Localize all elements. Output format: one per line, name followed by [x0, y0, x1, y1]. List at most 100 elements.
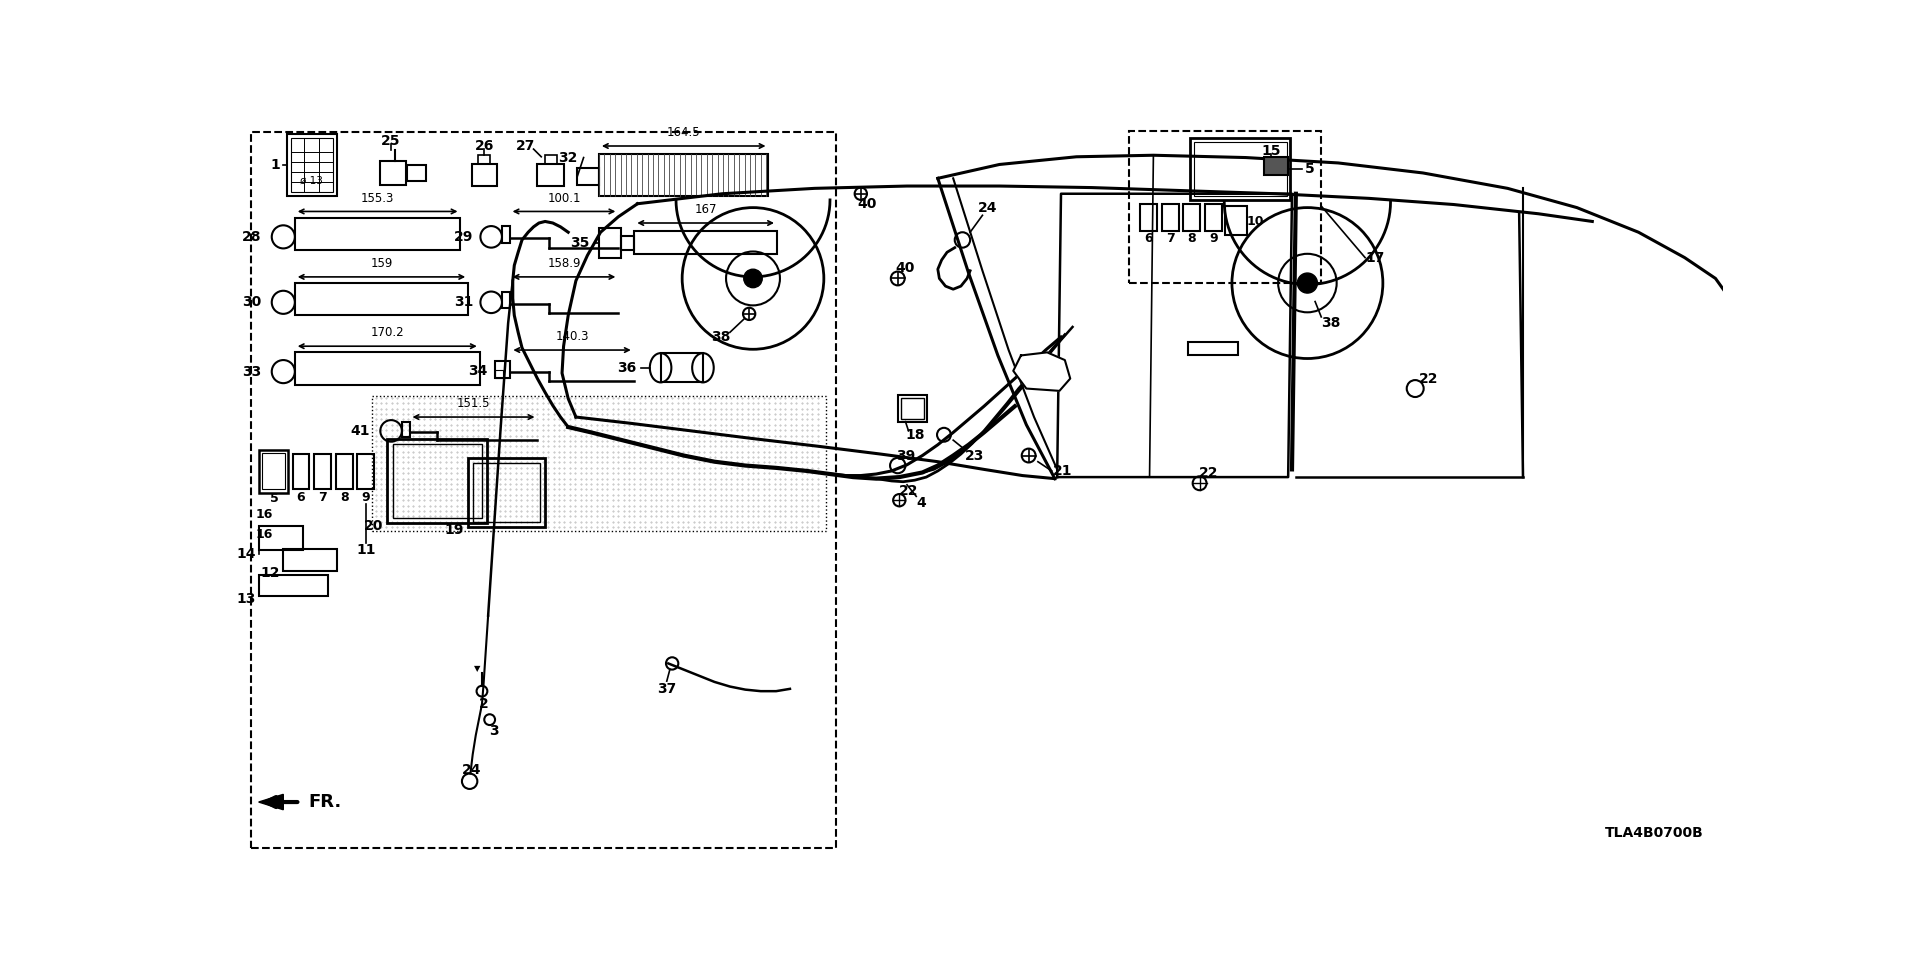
- Text: 40: 40: [897, 261, 916, 275]
- Text: 170.2: 170.2: [371, 326, 403, 339]
- Text: 2: 2: [478, 697, 488, 711]
- Text: 10: 10: [1248, 215, 1265, 228]
- Bar: [900, 397, 924, 419]
- Text: 22: 22: [1200, 467, 1219, 480]
- Text: 16: 16: [255, 508, 273, 520]
- Text: 17: 17: [1365, 251, 1384, 265]
- Bar: [660, 353, 703, 382]
- Text: 6: 6: [1144, 232, 1154, 245]
- Bar: [620, 236, 634, 250]
- Text: 7: 7: [319, 492, 326, 504]
- Text: 3: 3: [490, 724, 499, 738]
- Bar: [468, 458, 545, 527]
- Bar: [474, 464, 540, 522]
- Bar: [472, 164, 497, 186]
- Text: 19: 19: [445, 523, 465, 538]
- Bar: [1188, 342, 1238, 355]
- Text: 11: 11: [357, 543, 376, 557]
- Bar: [478, 156, 490, 164]
- Text: 8: 8: [340, 492, 348, 504]
- Text: 40: 40: [856, 197, 877, 211]
- Text: 158.9: 158.9: [547, 257, 580, 270]
- Bar: [292, 138, 334, 192]
- Bar: [1190, 138, 1290, 200]
- Text: 22: 22: [1419, 372, 1438, 386]
- Bar: [501, 227, 509, 243]
- Text: 164.5: 164.5: [666, 126, 701, 139]
- Bar: [1140, 204, 1158, 230]
- Text: ▼: ▼: [474, 663, 480, 673]
- Bar: [336, 454, 353, 489]
- Bar: [372, 396, 826, 531]
- Text: 31: 31: [455, 296, 474, 309]
- Bar: [1162, 204, 1179, 230]
- Text: 12: 12: [261, 566, 280, 581]
- Text: 25: 25: [382, 133, 401, 148]
- Bar: [296, 352, 480, 385]
- Text: 18: 18: [904, 428, 924, 442]
- Text: 5: 5: [1306, 162, 1315, 176]
- Text: 20: 20: [365, 519, 384, 534]
- Bar: [296, 283, 468, 316]
- Bar: [259, 526, 303, 550]
- Bar: [315, 454, 330, 489]
- Text: 41: 41: [351, 424, 371, 438]
- Text: FR.: FR.: [307, 793, 342, 811]
- Text: 38: 38: [1321, 316, 1340, 330]
- Bar: [1225, 206, 1246, 235]
- Text: 36: 36: [616, 361, 636, 374]
- Text: 155.3: 155.3: [361, 192, 394, 204]
- Bar: [357, 454, 374, 489]
- Bar: [634, 230, 778, 253]
- Text: 24: 24: [463, 762, 482, 777]
- Bar: [495, 361, 511, 378]
- Text: 16: 16: [255, 528, 273, 541]
- Text: 7: 7: [1165, 232, 1175, 245]
- Bar: [1194, 142, 1286, 196]
- Bar: [401, 421, 409, 437]
- Text: 15: 15: [1261, 144, 1281, 157]
- Bar: [380, 161, 407, 184]
- Text: 6: 6: [298, 492, 305, 504]
- Bar: [495, 370, 503, 378]
- Bar: [259, 575, 328, 596]
- Bar: [1183, 204, 1200, 230]
- Bar: [407, 165, 426, 180]
- Bar: [392, 444, 482, 517]
- Bar: [292, 454, 309, 489]
- Text: 22: 22: [899, 484, 918, 498]
- Bar: [284, 549, 338, 571]
- Text: 14: 14: [236, 547, 255, 561]
- Bar: [501, 292, 509, 308]
- Text: 30: 30: [242, 296, 261, 309]
- Text: 34: 34: [468, 364, 488, 378]
- Text: 9: 9: [1210, 232, 1217, 245]
- Circle shape: [743, 269, 762, 288]
- Bar: [252, 132, 837, 849]
- Bar: [599, 154, 768, 196]
- Bar: [388, 439, 488, 523]
- Text: ø 13: ø 13: [300, 176, 323, 185]
- Polygon shape: [1014, 352, 1069, 391]
- Text: 13: 13: [236, 591, 255, 606]
- Text: 5: 5: [269, 492, 278, 505]
- Bar: [259, 450, 288, 492]
- Bar: [545, 156, 557, 164]
- Bar: [1129, 131, 1321, 283]
- Polygon shape: [259, 794, 284, 809]
- Text: 32: 32: [559, 151, 578, 164]
- Text: 151.5: 151.5: [457, 397, 490, 410]
- Text: 33: 33: [242, 365, 261, 378]
- Text: 26: 26: [474, 139, 493, 153]
- Bar: [899, 395, 927, 421]
- Bar: [599, 228, 620, 257]
- Text: 9: 9: [361, 492, 371, 504]
- Text: 24: 24: [977, 201, 998, 215]
- Bar: [1263, 156, 1288, 176]
- Bar: [296, 218, 461, 250]
- Text: 159: 159: [371, 257, 394, 270]
- Text: 38: 38: [710, 330, 730, 344]
- Text: 37: 37: [657, 682, 676, 696]
- Text: 27: 27: [516, 139, 536, 153]
- Text: 140.3: 140.3: [555, 330, 589, 343]
